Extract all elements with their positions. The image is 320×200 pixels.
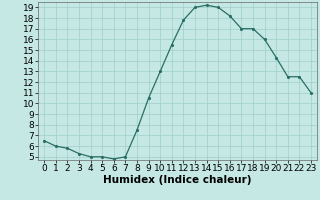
- X-axis label: Humidex (Indice chaleur): Humidex (Indice chaleur): [103, 175, 252, 185]
